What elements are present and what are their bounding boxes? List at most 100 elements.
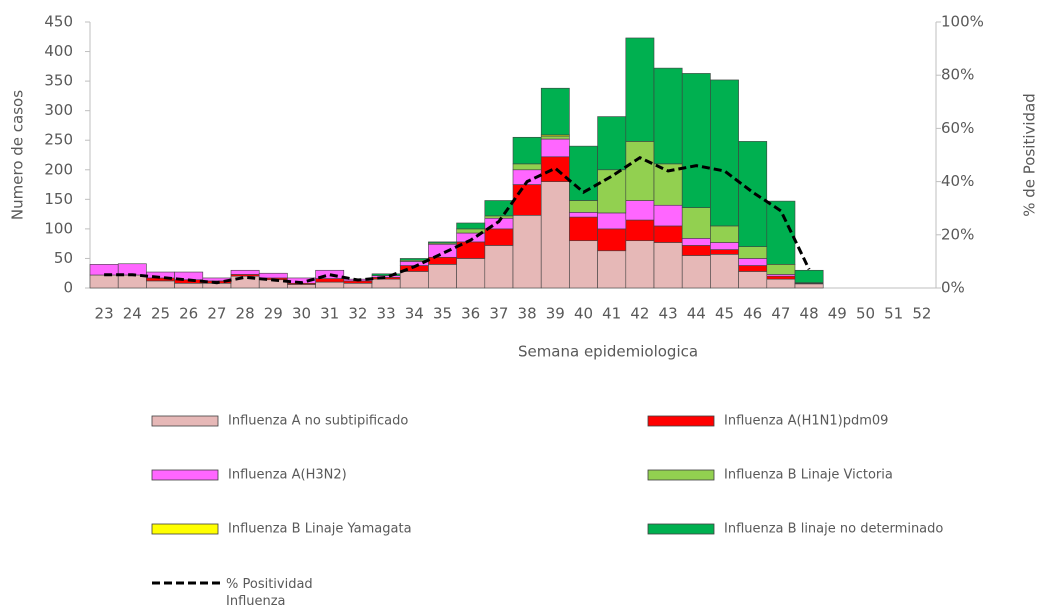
y-tick-label: 200 <box>44 160 73 178</box>
bar-segment <box>597 212 627 230</box>
bar-segment <box>653 242 683 289</box>
bar-segment <box>484 245 514 289</box>
bar-segment <box>287 284 316 289</box>
bar-segment <box>625 219 655 242</box>
legend-label: Influenza A(H1N1)pdm09 <box>724 414 888 429</box>
y-tick-label: 400 <box>44 42 73 60</box>
bar-segment <box>258 272 288 279</box>
x-tick-label: 24 <box>123 305 142 323</box>
x-tick-label: 44 <box>687 305 706 323</box>
bar-segment <box>399 271 429 289</box>
x-tick-label: 34 <box>405 305 424 323</box>
bar-segment <box>738 246 768 259</box>
bar-segment <box>540 181 570 289</box>
bar-segment <box>428 264 457 289</box>
legend-swatch <box>151 415 219 427</box>
x-tick-label: 25 <box>151 305 170 323</box>
y2-tick-label: 80% <box>941 66 974 84</box>
bar-segment <box>89 274 119 289</box>
x-tick-label: 52 <box>912 305 931 323</box>
bar-segment <box>625 141 655 201</box>
bar-segment <box>738 271 768 289</box>
bar-segment <box>710 242 739 250</box>
bar-segment <box>597 228 627 252</box>
x-tick-label: 42 <box>630 305 649 323</box>
bar-segment <box>653 67 683 165</box>
x-tick-label: 38 <box>518 305 537 323</box>
bar-segment <box>428 241 457 244</box>
x-tick-label: 50 <box>856 305 875 323</box>
y-tick-label: 100 <box>44 219 73 237</box>
bar-segment <box>343 282 373 289</box>
bar-segment <box>569 200 598 213</box>
bar-segment <box>456 258 486 289</box>
x-tick-label: 45 <box>715 305 734 323</box>
x-axis-title: Semana epidemiologica <box>518 343 698 361</box>
bar-segment <box>681 255 711 289</box>
x-tick-label: 51 <box>884 305 903 323</box>
bar-segment <box>146 280 175 289</box>
bar-segment <box>540 135 570 140</box>
bar-segment <box>540 87 570 136</box>
x-tick-label: 48 <box>800 305 819 323</box>
bar-segment <box>399 258 429 261</box>
x-tick-label: 31 <box>320 305 339 323</box>
y-tick-label: 450 <box>44 13 73 31</box>
legend-label: Influenza B Linaje Yamagata <box>228 522 412 537</box>
y-tick-label: 300 <box>44 101 73 119</box>
y2-tick-label: 40% <box>941 172 974 190</box>
bar-segment <box>174 282 204 289</box>
x-tick-label: 23 <box>95 305 114 323</box>
legend-swatch <box>647 415 715 427</box>
bar-segment <box>597 250 627 289</box>
bar-segment <box>371 278 401 289</box>
x-tick-label: 39 <box>546 305 565 323</box>
bar-segment <box>653 225 683 243</box>
legend-label: Influenza A no subtipificado <box>228 414 408 429</box>
x-tick-label: 26 <box>179 305 198 323</box>
y2-tick-label: 20% <box>941 225 974 243</box>
bar-segment <box>540 138 570 158</box>
bar-segment <box>653 204 683 227</box>
bar-segment <box>428 256 457 265</box>
legend-swatch <box>151 523 219 535</box>
line <box>104 155 811 285</box>
y-axis-title: Numero de casos <box>9 90 27 220</box>
bar-segment <box>512 136 542 165</box>
x-tick-label: 43 <box>659 305 678 323</box>
bar-segment <box>371 273 401 276</box>
bar-segment <box>794 283 824 289</box>
bar-segment <box>766 278 796 289</box>
x-tick-label: 32 <box>348 305 367 323</box>
y-tick-label: 350 <box>44 72 73 90</box>
x-tick-label: 33 <box>377 305 396 323</box>
x-tick-label: 28 <box>236 305 255 323</box>
y-tick-label: 150 <box>44 190 73 208</box>
legend-label: Influenza B Linaje Victoria <box>724 468 893 483</box>
bar-segment <box>625 240 655 289</box>
bar-segment <box>681 207 711 239</box>
bar-segment <box>794 269 824 283</box>
legend-label: Influenza A(H3N2) <box>228 468 347 483</box>
bar-segment <box>738 141 768 247</box>
bar-segment <box>456 222 486 230</box>
bar-segment <box>681 73 711 208</box>
x-tick-label: 35 <box>433 305 452 323</box>
y2-axis-title: % de Positividad <box>1021 93 1039 217</box>
x-tick-label: 49 <box>828 305 847 323</box>
y2-tick-label: 100% <box>941 13 984 31</box>
x-tick-label: 47 <box>771 305 790 323</box>
bar-segment <box>569 212 598 218</box>
bar-segment <box>710 249 739 255</box>
bar-segment <box>512 163 542 171</box>
bar-segment <box>738 258 768 266</box>
legend-label: Influenza B linaje no determinado <box>724 522 943 537</box>
bar-segment <box>484 215 514 219</box>
bar-segment <box>315 269 345 279</box>
legend-swatch <box>647 469 715 481</box>
bar-segment <box>428 243 457 258</box>
x-tick-label: 46 <box>743 305 762 323</box>
legend-label: % Positividad Influenza <box>226 577 313 609</box>
